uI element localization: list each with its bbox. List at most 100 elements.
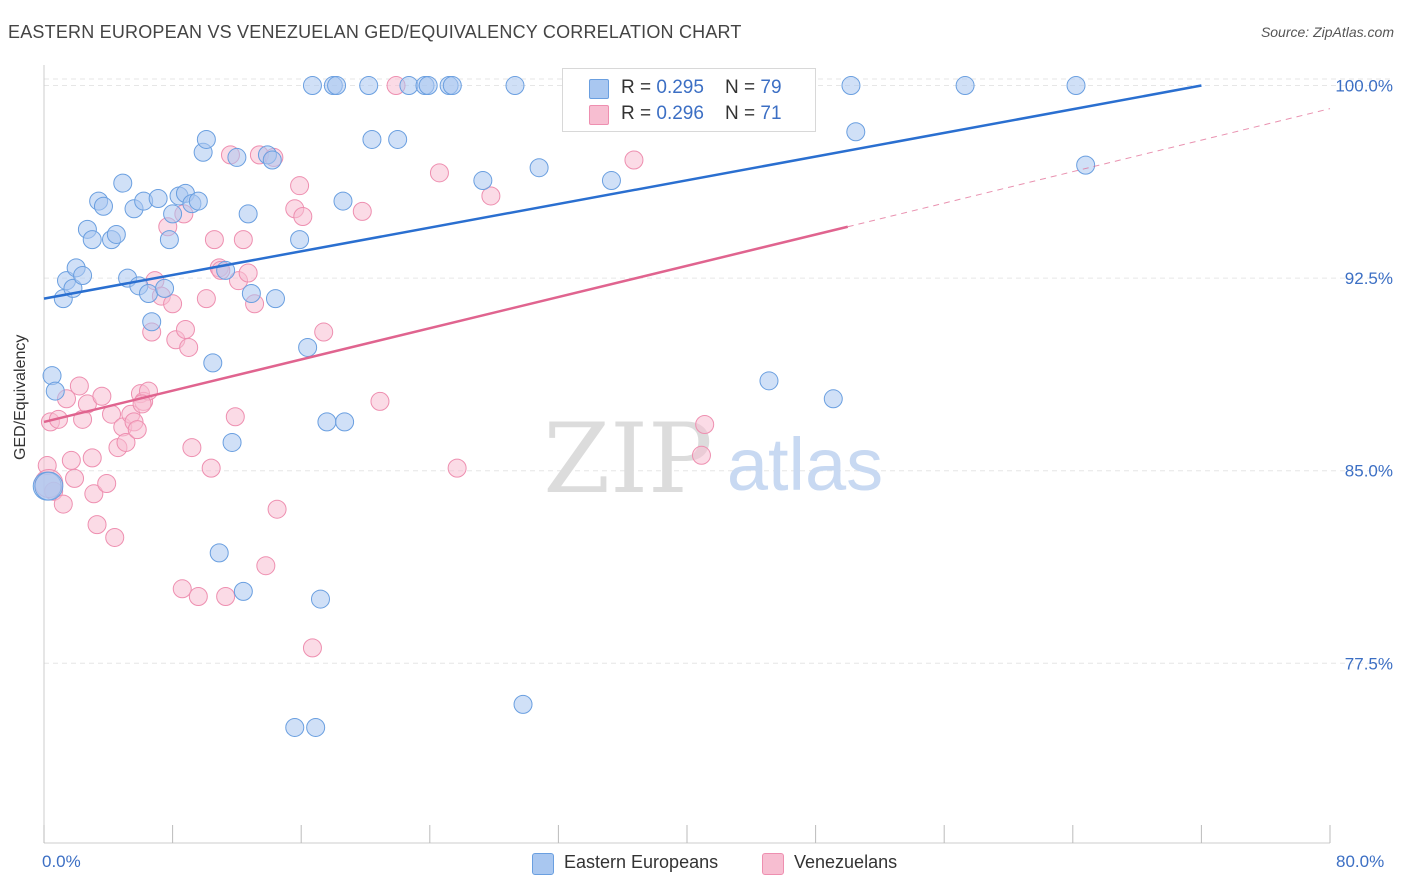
venezuelan-point	[84, 484, 104, 504]
eastern-european-point	[113, 173, 133, 193]
legend-r-label: R =	[621, 77, 657, 98]
eastern-european-point	[442, 76, 462, 96]
eastern-european-point	[601, 171, 621, 191]
eastern-european-point	[327, 76, 347, 96]
venezuelan-point	[82, 448, 102, 468]
correlation-legend: R = 0.295 N = 79 R = 0.296 N = 71	[562, 68, 816, 132]
venezuelan-point	[87, 515, 107, 535]
eastern-european-point	[82, 230, 102, 250]
legend-r-value: 0.296	[656, 103, 704, 124]
watermark: ZIP atlas	[543, 403, 883, 515]
venezuelan-point	[201, 458, 221, 478]
venezuelan-point	[65, 468, 85, 488]
venezuelan-point	[61, 450, 81, 470]
eastern-european-point	[222, 432, 242, 452]
bottom-legend-swatch-pink	[762, 853, 784, 875]
eastern-european-point	[335, 412, 355, 432]
venezuelan-point	[290, 176, 310, 196]
venezuelan-point	[302, 638, 322, 658]
chart-title: EASTERN EUROPEAN VS VENEZUELAN GED/EQUIV…	[8, 22, 742, 42]
bottom-legend-label: Eastern Europeans	[564, 852, 719, 872]
eastern-european-point	[227, 147, 247, 167]
eastern-european-point	[163, 204, 183, 224]
eastern-european-point	[505, 76, 525, 96]
y-tick-label: 77.5%	[1345, 654, 1393, 673]
eastern-european-point	[333, 191, 353, 211]
venezuelan-point	[182, 438, 202, 458]
trend-line-venezuelans	[43, 225, 849, 424]
legend-r-label: R =	[621, 103, 657, 124]
venezuelan-point	[163, 294, 183, 314]
eastern-european-point	[265, 289, 285, 309]
eastern-european-point	[1076, 155, 1096, 175]
eastern-european-point	[73, 266, 93, 286]
venezuelan-point	[256, 556, 276, 576]
venezuelan-point	[267, 499, 287, 519]
source-label: Source: ZipAtlas.com	[1260, 24, 1394, 40]
venezuelan-point	[97, 474, 117, 494]
venezuelan-point	[225, 407, 245, 427]
legend-r-value: 0.295	[656, 77, 704, 98]
watermark-atlas: atlas	[727, 423, 883, 506]
eastern-european-point	[310, 589, 330, 609]
eastern-european-point	[473, 171, 493, 191]
legend-n-value: 79	[760, 77, 782, 98]
eastern-european-point	[513, 694, 533, 714]
venezuelan-point	[116, 432, 136, 452]
venezuelan-point	[172, 579, 192, 599]
venezuelan-point	[127, 420, 147, 440]
eastern-european-point	[1066, 76, 1086, 96]
eastern-european-point	[238, 204, 258, 224]
eastern-european-point	[155, 278, 175, 298]
legend-swatch-blue	[589, 79, 609, 99]
eastern-european-point	[955, 76, 975, 96]
eastern-european-point	[148, 189, 168, 209]
eastern-european-point	[45, 381, 65, 401]
eastern-european-point	[290, 230, 310, 250]
trend-line-eastern-europeans	[43, 84, 1202, 300]
eastern-european-point	[233, 581, 253, 601]
venezuelan-point	[447, 458, 467, 478]
eastern-european-point	[262, 150, 282, 170]
y-tick-label: 100.0%	[1335, 77, 1393, 96]
venezuelan-point	[69, 376, 89, 396]
x-tick-label-max: 80.0%	[1336, 852, 1385, 871]
y-tick-label: 85.0%	[1345, 462, 1393, 481]
eastern-european-point	[317, 412, 337, 432]
legend-n-value: 71	[760, 103, 782, 124]
eastern-european-point	[159, 230, 179, 250]
eastern-european-point	[203, 353, 223, 373]
eastern-european-point	[388, 129, 408, 149]
eastern-european-point	[306, 717, 326, 737]
x-tick-label-min: 0.0%	[42, 852, 81, 871]
eastern-european-point	[759, 371, 779, 391]
trend-extension-venezuelans	[847, 108, 1331, 228]
venezuelan-point	[695, 414, 715, 434]
bottom-legend-label: Venezuelans	[794, 852, 898, 872]
watermark-zip: ZIP	[543, 403, 712, 515]
venezuelan-point	[293, 206, 313, 226]
eastern-european-point	[399, 76, 419, 96]
legend-swatch-pink	[589, 105, 609, 125]
venezuelan-point	[481, 186, 501, 206]
venezuelan-point	[233, 230, 253, 250]
venezuelan-point	[179, 337, 199, 357]
eastern-european-point	[138, 284, 158, 304]
eastern-european-point	[359, 76, 379, 96]
y-tick-label: 92.5%	[1345, 269, 1393, 288]
venezuelan-point	[92, 386, 112, 406]
eastern-european-point	[106, 224, 126, 244]
legend-n-label: N =	[725, 77, 761, 98]
venezuelan-point	[196, 289, 216, 309]
bottom-legend-swatch-blue	[532, 853, 554, 875]
venezuelan-point	[429, 163, 449, 183]
legend-n-label: N =	[725, 103, 761, 124]
venezuelan-point	[352, 201, 372, 221]
venezuelan-point	[216, 587, 236, 607]
eastern-european-point	[188, 191, 208, 211]
venezuelan-point	[691, 445, 711, 465]
eastern-european-point	[298, 337, 318, 357]
eastern-european-point	[841, 76, 861, 96]
eastern-european-point	[302, 76, 322, 96]
